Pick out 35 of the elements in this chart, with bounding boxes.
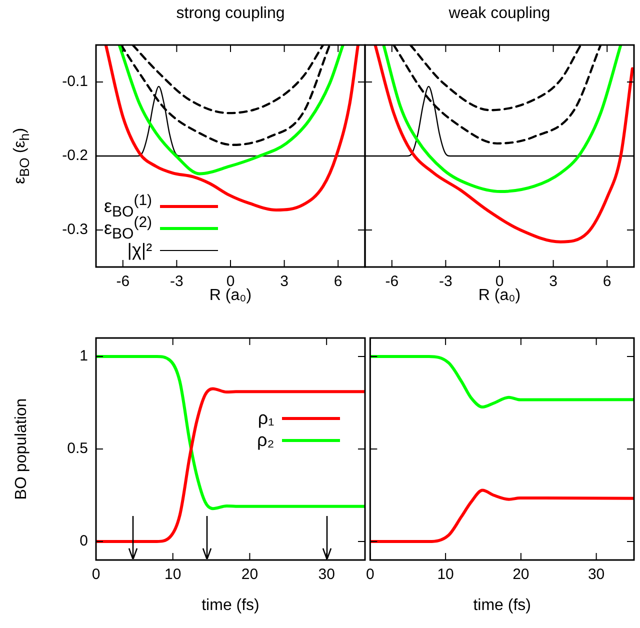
chart-title: strong coupling xyxy=(176,5,285,23)
chart-title: weak coupling xyxy=(448,5,550,23)
x-tick-label: 20 xyxy=(241,566,258,584)
x-tick-label: -6 xyxy=(116,273,130,290)
x-tick-label: 20 xyxy=(512,566,530,584)
y-tick-label: -0.1 xyxy=(62,73,88,90)
x-tick-label: 10 xyxy=(437,566,454,584)
x-axis-title: R (a₀) xyxy=(478,287,521,306)
y-tick-label: 0 xyxy=(80,532,88,550)
legend-label: ρ₂ xyxy=(257,430,274,450)
x-axis-title: time (fs) xyxy=(473,597,531,616)
y-tick-label: -0.3 xyxy=(62,221,88,238)
y-tick-label: -0.2 xyxy=(62,147,88,164)
line-series xyxy=(118,45,344,176)
x-axis-title: R (a₀) xyxy=(209,287,252,306)
x-tick-label: 30 xyxy=(318,566,335,584)
x-tick-label: 6 xyxy=(334,273,342,290)
x-tick-label: 0 xyxy=(92,566,100,584)
y-axis-title: BO population xyxy=(13,398,31,500)
y-tick-label: 0.5 xyxy=(67,440,88,458)
x-tick-label: -3 xyxy=(439,273,452,290)
x-tick-label: 10 xyxy=(164,566,182,584)
x-tick-label: 30 xyxy=(588,566,605,584)
legend-label: |χ|² xyxy=(127,240,152,260)
legend-label: ρ₁ xyxy=(258,408,274,428)
line-series xyxy=(96,387,365,543)
x-tick-label: -6 xyxy=(385,273,399,290)
x-tick-label: 3 xyxy=(549,273,558,290)
y-tick-label: 1 xyxy=(80,348,88,365)
x-tick-label: 3 xyxy=(280,273,288,290)
x-tick-label: 0 xyxy=(366,566,374,584)
line-series xyxy=(96,355,365,510)
x-tick-label: -3 xyxy=(170,273,184,290)
x-tick-label: 6 xyxy=(602,273,612,290)
x-axis-title: time (fs) xyxy=(202,597,260,616)
